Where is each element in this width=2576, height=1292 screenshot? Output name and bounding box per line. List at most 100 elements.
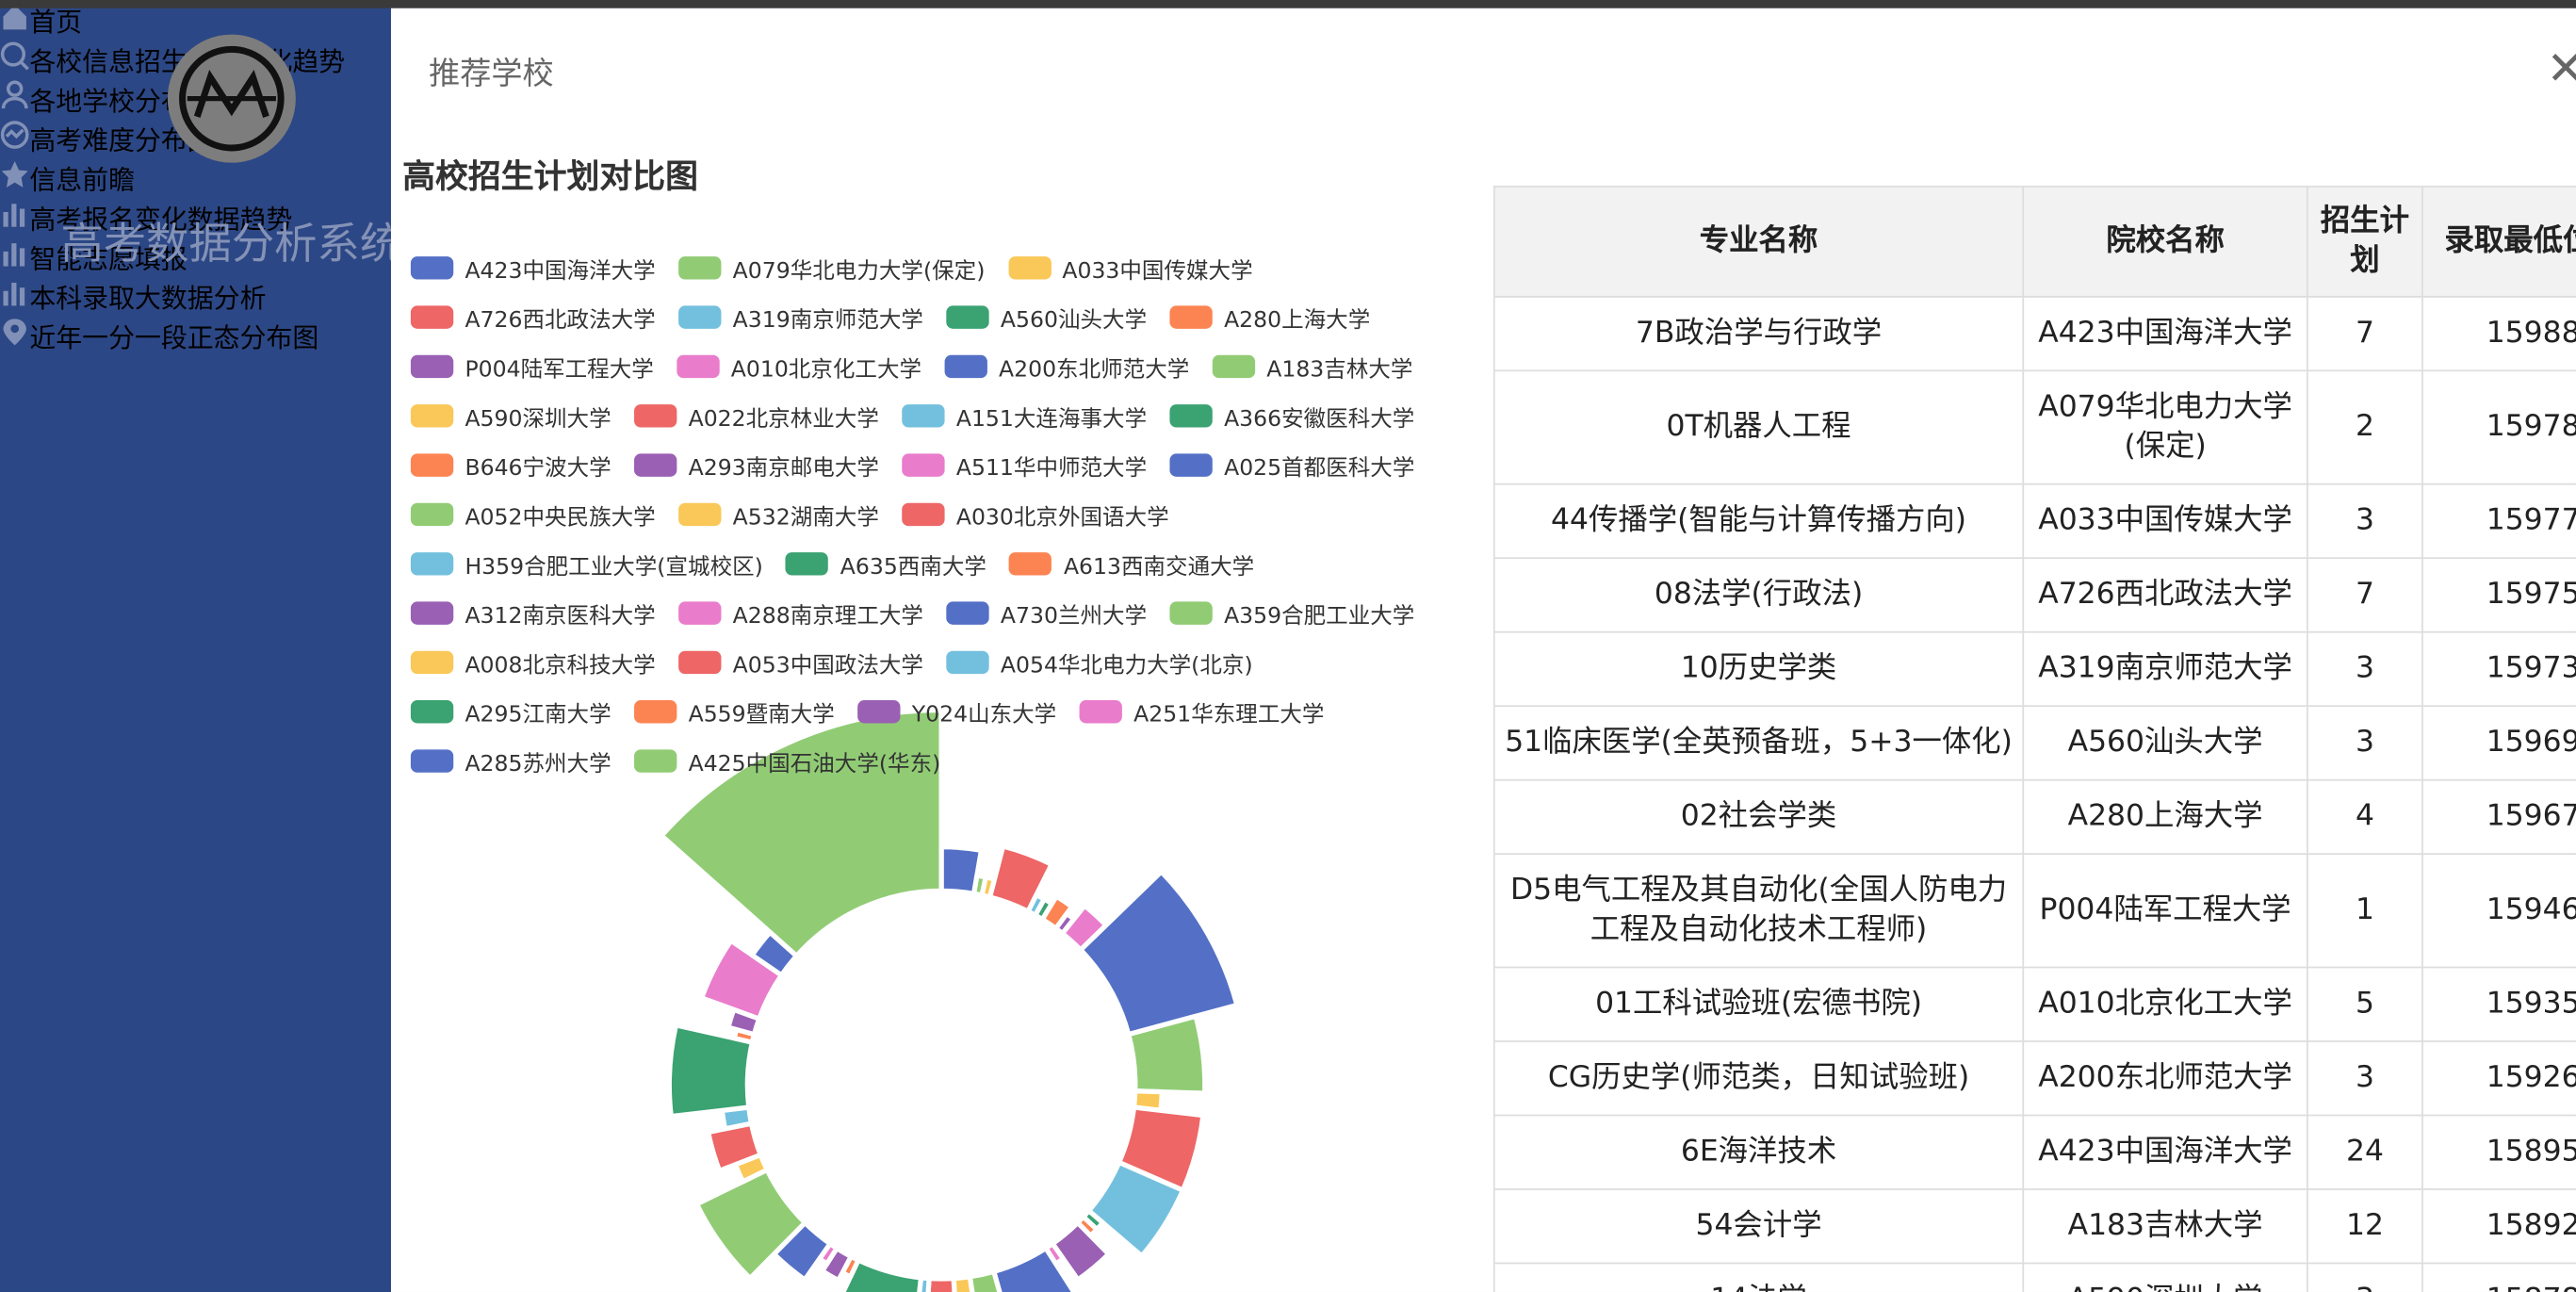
legend-item[interactable]: Y024山东大学 bbox=[857, 687, 1056, 736]
legend-item[interactable]: A053中国政法大学 bbox=[678, 638, 923, 687]
legend-label: A251华东理工大学 bbox=[1133, 701, 1325, 728]
table-header: 专业名称院校名称招生计划录取最低位次 bbox=[1492, 186, 2576, 298]
legend-item[interactable]: A079华北电力大学(保定) bbox=[678, 243, 985, 292]
table-cell: A079华北电力大学(保定) bbox=[2022, 369, 2308, 485]
legend-item[interactable]: A293南京邮电大学 bbox=[634, 440, 879, 489]
legend-item[interactable]: A151大连海事大学 bbox=[902, 391, 1147, 440]
legend-label: A054华北电力大学(北京) bbox=[1000, 652, 1253, 679]
legend-label: A312南京医科大学 bbox=[465, 603, 656, 630]
legend-item[interactable]: A280上海大学 bbox=[1169, 292, 1370, 341]
legend-item[interactable]: A559暨南大学 bbox=[634, 687, 835, 736]
table-row: 54会计学 A183吉林大学 12 15892 bbox=[1492, 1188, 2576, 1265]
table-cell: A590深圳大学 bbox=[2022, 1262, 2308, 1292]
legend-label: A053中国政法大学 bbox=[732, 652, 923, 679]
legend-swatch bbox=[857, 700, 901, 724]
legend-item[interactable]: P004陆军工程大学 bbox=[410, 342, 654, 391]
table-cell: 51临床医学(全英预备班，5+3一体化) bbox=[1492, 705, 2025, 781]
table-cell: 1 bbox=[2307, 853, 2423, 969]
legend-item[interactable]: A319南京师范大学 bbox=[678, 292, 923, 341]
legend-swatch bbox=[1212, 354, 1256, 379]
table-cell: 08法学(行政法) bbox=[1492, 557, 2025, 633]
table-cell: 7 bbox=[2307, 295, 2423, 372]
legend-item[interactable]: A010北京化工大学 bbox=[677, 342, 921, 391]
table-row: CG历史学(师范类，日知试验班) A200东北师范大学 3 15926 bbox=[1492, 1040, 2576, 1117]
table-cell: 54会计学 bbox=[1492, 1188, 2025, 1265]
menu-item[interactable]: 信息前瞻 bbox=[0, 157, 394, 197]
legend-swatch bbox=[946, 650, 989, 675]
legend-label: A200东北师范大学 bbox=[999, 356, 1190, 384]
column-header: 院校名称 bbox=[2022, 186, 2308, 298]
legend-item[interactable]: A423中国海洋大学 bbox=[410, 243, 656, 292]
menu-item[interactable]: 近年一分一段正态分布图 bbox=[0, 316, 394, 355]
legend-item[interactable]: A613西南交通大学 bbox=[1009, 539, 1254, 588]
column-header: 招生计划 bbox=[2307, 186, 2423, 298]
legend-item[interactable]: A366安徽医科大学 bbox=[1169, 391, 1414, 440]
rose-slice bbox=[1050, 1219, 1112, 1283]
rose-slice bbox=[659, 707, 944, 958]
table-cell: 4 bbox=[2307, 778, 2423, 856]
table-cell: CG历史学(师范类，日知试验班) bbox=[1492, 1040, 2025, 1117]
menu-item[interactable]: 首页 bbox=[0, 0, 394, 40]
legend-swatch bbox=[678, 502, 722, 527]
table-cell: 15967 bbox=[2421, 778, 2576, 856]
legend: A423中国海洋大学 A079华北电力大学(保定) A033中国传媒大学 A726西北… bbox=[410, 243, 1495, 786]
menu-item[interactable]: 本科录取大数据分析 bbox=[0, 276, 394, 316]
menu-item[interactable]: 智能志愿填报 bbox=[0, 237, 394, 276]
legend-swatch bbox=[1169, 404, 1213, 428]
legend-item[interactable]: A730兰州大学 bbox=[946, 588, 1147, 637]
menu-label: 高考报名变化数据趋势 bbox=[29, 204, 293, 236]
legend-swatch bbox=[1079, 700, 1122, 724]
legend-item[interactable]: A285苏州大学 bbox=[410, 736, 611, 785]
legend-item[interactable]: A008北京科技大学 bbox=[410, 638, 656, 687]
rose-slice bbox=[699, 938, 785, 1022]
legend-swatch bbox=[634, 700, 677, 724]
legend-item[interactable]: A251华东理工大学 bbox=[1079, 687, 1325, 736]
legend-item[interactable]: A025首都医科大学 bbox=[1169, 440, 1414, 489]
rose-slice bbox=[925, 1276, 957, 1292]
legend-item[interactable]: A183吉林大学 bbox=[1212, 342, 1412, 391]
legend-swatch bbox=[678, 256, 722, 280]
legend-label: A559暨南大学 bbox=[688, 701, 835, 728]
legend-label: P004陆军工程大学 bbox=[465, 356, 654, 384]
table-cell: 15973 bbox=[2421, 630, 2576, 708]
legend-label: A033中国传媒大学 bbox=[1062, 257, 1253, 285]
legend-label: A151大连海事大学 bbox=[955, 405, 1148, 433]
legend-item[interactable]: A635西南大学 bbox=[786, 539, 986, 588]
legend-label: A295江南大学 bbox=[465, 701, 611, 728]
legend-item[interactable]: A532湖南大学 bbox=[678, 490, 879, 539]
legend-label: H359合肥工业大学(宣城校区) bbox=[465, 553, 763, 581]
table-cell: 3 bbox=[2307, 705, 2423, 781]
table-cell: 15926 bbox=[2421, 1040, 2576, 1117]
table-cell: 15935 bbox=[2421, 966, 2576, 1042]
menu-item[interactable]: 高考报名变化数据趋势 bbox=[0, 197, 394, 237]
legend-item[interactable]: A726西北政法大学 bbox=[410, 292, 656, 341]
legend-swatch bbox=[410, 700, 454, 724]
table-cell: 7 bbox=[2307, 557, 2423, 633]
legend-item[interactable]: A033中国传媒大学 bbox=[1007, 243, 1253, 292]
legend-item[interactable]: A288南京理工大学 bbox=[678, 588, 923, 637]
rose-slice bbox=[840, 1257, 924, 1292]
rose-slice bbox=[967, 1268, 1003, 1292]
legend-item[interactable]: B646宁波大学 bbox=[410, 440, 611, 489]
table-cell: 15969 bbox=[2421, 705, 2576, 781]
legend-item[interactable]: A511华中师范大学 bbox=[902, 440, 1147, 489]
legend-item[interactable]: A425中国石油大学(华东) bbox=[634, 736, 940, 785]
legend-item[interactable]: A022北京林业大学 bbox=[634, 391, 879, 440]
legend-label: A319南京师范大学 bbox=[732, 307, 923, 335]
legend-item[interactable]: A312南京医科大学 bbox=[410, 588, 656, 637]
table-cell: 3 bbox=[2307, 1040, 2423, 1117]
legend-item[interactable]: A052中央民族大学 bbox=[410, 490, 656, 539]
legend-swatch bbox=[410, 650, 454, 675]
legend-item[interactable]: A295江南大学 bbox=[410, 687, 611, 736]
legend-item[interactable]: A590深圳大学 bbox=[410, 391, 611, 440]
legend-swatch bbox=[946, 305, 989, 329]
table-cell: 7B政治学与行政学 bbox=[1492, 295, 2025, 372]
table-cell: 2 bbox=[2307, 369, 2423, 485]
legend-item[interactable]: A200东北师范大学 bbox=[944, 342, 1189, 391]
legend-item[interactable]: H359合肥工业大学(宣城校区) bbox=[410, 539, 763, 588]
legend-item[interactable]: A030北京外国语大学 bbox=[902, 490, 1169, 539]
close-button[interactable]: ✕ bbox=[2547, 41, 2576, 96]
legend-item[interactable]: A359合肥工业大学 bbox=[1169, 588, 1414, 637]
legend-item[interactable]: A560汕头大学 bbox=[946, 292, 1147, 341]
legend-item[interactable]: A054华北电力大学(北京) bbox=[946, 638, 1253, 687]
